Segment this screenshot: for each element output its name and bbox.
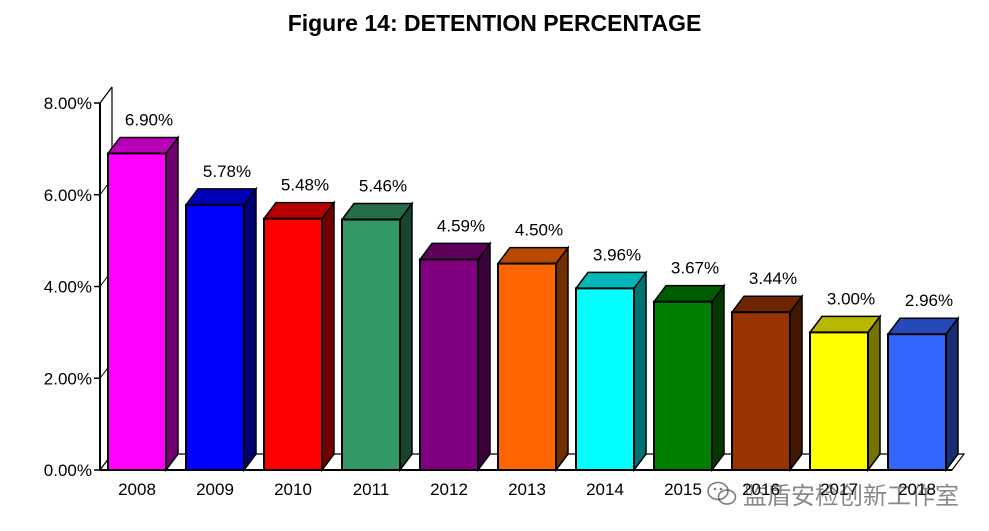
data-label: 2.96% [905,291,953,310]
x-tick-label: 2008 [118,480,156,499]
data-label: 4.50% [515,221,563,240]
x-tick-label: 2009 [196,480,234,499]
bar-top [262,201,336,220]
bar [731,311,791,471]
y-tick-depth [99,86,113,104]
x-tick-label: 2010 [274,480,312,499]
bar [185,203,245,471]
y-tick-label: 2.00% [44,369,92,388]
bar-top [106,136,180,155]
watermark-text: 监盾安检创新工作室 [743,483,959,510]
x-tick-label: 2011 [353,480,390,499]
bar [107,152,167,471]
bar-side [789,293,803,473]
chart-title: Figure 14: DETENTION PERCENTAGE [287,10,702,36]
data-label: 3.67% [671,259,719,278]
bar-top [184,188,258,206]
data-label: 5.48% [281,176,329,195]
bar [419,258,479,471]
bar-top [340,202,414,221]
bar [887,333,947,471]
y-tick-label: 6.00% [44,186,92,205]
bar-side [867,314,881,473]
bar-side [555,245,569,473]
bar [653,300,713,472]
data-label: 4.59% [437,216,485,235]
x-tick-label: 2014 [586,480,624,499]
bar-top [808,315,882,334]
x-tick-label: 2015 [664,480,702,499]
bar [263,217,323,471]
bar-top [418,242,492,261]
bar [809,331,869,471]
bar [497,262,557,471]
bar-side [945,315,959,473]
data-label: 6.90% [125,110,173,129]
x-tick-label: 2017 [820,480,858,499]
data-label: 3.96% [593,245,641,264]
bar-side [399,201,413,473]
bar-top [574,271,648,290]
bar-side [477,241,491,473]
bar [341,218,401,471]
wechat-icon [707,481,737,505]
y-tick-label: 0.00% [44,461,92,480]
bar-top [496,246,570,265]
bar-top [652,284,726,303]
y-tick-label: 4.00% [44,278,92,297]
bar [575,287,635,471]
x-tick-label: 2013 [508,480,546,499]
x-tick-label: 2012 [430,480,468,499]
bar-side [321,200,335,473]
bar-top [886,317,960,335]
data-label: 3.44% [749,269,797,288]
bar-side [243,186,257,473]
data-label: 3.00% [827,289,875,308]
bar-side [711,283,725,473]
bar-side [633,270,647,473]
watermark: 监盾安检创新工作室 [707,476,959,511]
data-label: 5.46% [359,177,407,196]
bar-top [730,295,804,313]
x-tick-label: 2018 [898,480,936,499]
data-label: 5.78% [203,162,251,181]
x-tick-label: 2016 [742,480,780,499]
y-tick-label: 8.00% [44,94,92,113]
bar-side [165,135,179,473]
